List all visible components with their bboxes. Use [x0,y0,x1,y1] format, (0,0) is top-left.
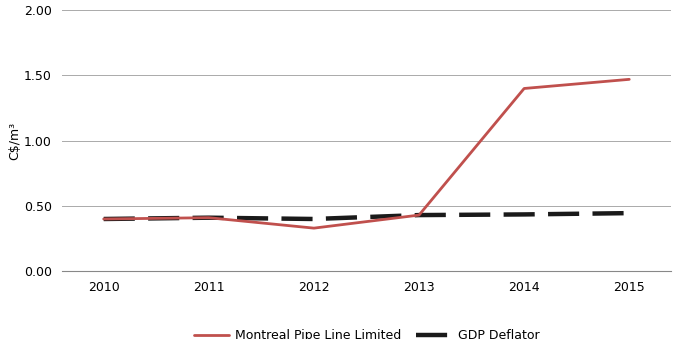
Line: GDP Deflator: GDP Deflator [103,213,630,219]
Montreal Pipe Line Limited [625,77,634,81]
GDP Deflator [520,213,528,217]
Montreal Pipe Line Limited [99,217,108,221]
Montreal Pipe Line Limited [205,216,213,220]
GDP Deflator [415,213,423,217]
GDP Deflator [205,216,213,220]
Montreal Pipe Line Limited [520,86,528,91]
Line: Montreal Pipe Line Limited: Montreal Pipe Line Limited [103,79,630,228]
GDP Deflator [310,217,318,221]
Montreal Pipe Line Limited [415,213,423,217]
Y-axis label: C$/m³: C$/m³ [8,122,21,160]
GDP Deflator [625,211,634,215]
GDP Deflator [99,217,108,221]
Montreal Pipe Line Limited [310,226,318,230]
Legend: Montreal Pipe Line Limited, GDP Deflator: Montreal Pipe Line Limited, GDP Deflator [189,324,544,339]
